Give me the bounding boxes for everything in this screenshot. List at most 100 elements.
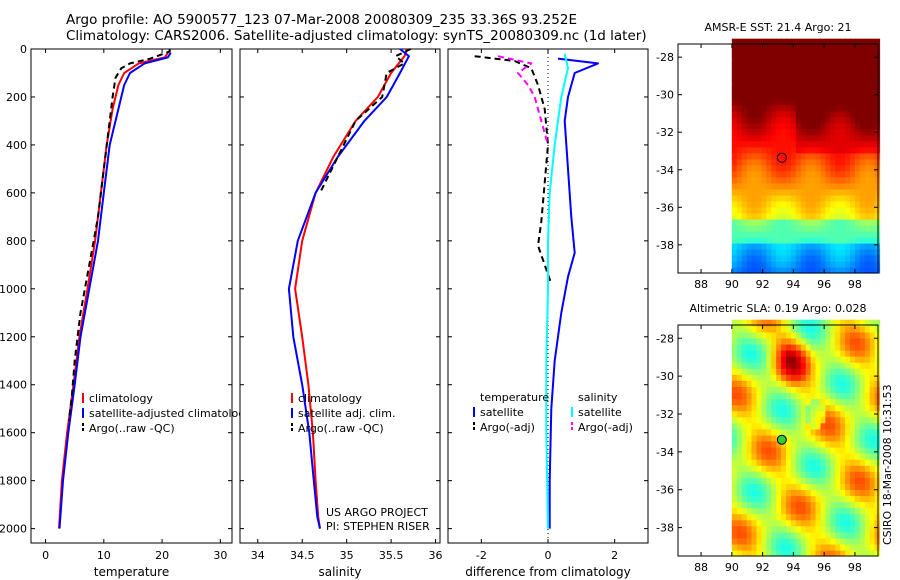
heatmap-cell — [786, 459, 792, 466]
heatmap-cell — [741, 218, 748, 226]
heatmap-cell — [859, 261, 866, 268]
heatmap-cell — [830, 428, 836, 436]
heatmap-cell — [805, 249, 812, 256]
heatmap-cell — [751, 194, 757, 202]
heatmap-cell — [874, 483, 881, 490]
heatmap-cell — [756, 543, 762, 551]
heatmap-cell — [781, 380, 787, 387]
heatmap-cell — [751, 428, 757, 436]
heatmap-cell — [854, 86, 861, 94]
heatmap-cell — [776, 170, 782, 178]
heatmap-cell — [845, 446, 851, 454]
heatmap-cell — [766, 212, 772, 220]
heatmap-cell — [805, 237, 812, 244]
x-tick-label: 90 — [725, 278, 739, 291]
heatmap-cell — [825, 170, 831, 178]
heatmap-cell — [864, 188, 871, 196]
heatmap-cell — [800, 50, 807, 58]
heatmap-cell — [771, 212, 777, 220]
heatmap-cell — [854, 176, 861, 184]
heatmap-cell — [874, 74, 881, 82]
heatmap-cell — [850, 194, 856, 202]
heatmap-cell — [864, 74, 871, 82]
heatmap-cell — [864, 386, 871, 393]
heatmap-cell — [845, 116, 851, 124]
heatmap-cell — [850, 374, 856, 381]
figure-title-line2: Climatology: CARS2006. Satellite-adjuste… — [66, 28, 647, 44]
heatmap-cell — [786, 489, 792, 497]
heatmap-cell — [874, 122, 881, 130]
heatmap-cell — [840, 495, 846, 503]
heatmap-cell — [845, 92, 851, 100]
heatmap-cell — [751, 325, 757, 333]
heatmap-cell — [830, 243, 836, 250]
heatmap-cell — [859, 356, 866, 363]
heatmap-cell — [766, 374, 772, 381]
heatmap-cell — [825, 200, 831, 208]
heatmap-cell — [869, 249, 876, 256]
heatmap-cell — [731, 489, 738, 497]
heatmap-cell — [805, 170, 812, 178]
heatmap-cell — [790, 249, 797, 256]
heatmap-cell — [746, 434, 753, 442]
heatmap-cell — [854, 368, 861, 375]
heatmap-cell — [756, 507, 762, 515]
heatmap-cell — [790, 231, 797, 238]
heatmap-cell — [795, 98, 802, 106]
heatmap-cell — [776, 501, 782, 509]
heatmap-cell — [845, 62, 851, 70]
heatmap-cell — [771, 374, 777, 381]
heatmap-cell — [786, 392, 792, 400]
heatmap-cell — [815, 525, 821, 533]
heatmap-cell — [805, 380, 812, 387]
heatmap-cell — [771, 152, 777, 160]
heatmap-cell — [815, 122, 821, 130]
heatmap-cell — [830, 507, 836, 515]
heatmap-cell — [815, 350, 821, 357]
heatmap-cell — [761, 531, 767, 539]
heatmap-cell — [800, 56, 807, 64]
x-tick-label: 92 — [756, 278, 770, 291]
heatmap-cell — [756, 446, 762, 454]
legend-title: temperature — [480, 391, 549, 404]
heatmap-cell — [756, 62, 762, 70]
heatmap-cell — [869, 134, 876, 142]
heatmap-cell — [845, 237, 851, 244]
heatmap-cell — [825, 134, 831, 142]
heatmap-cell — [766, 80, 772, 88]
heatmap-cell — [850, 331, 856, 339]
heatmap-cell — [741, 261, 748, 268]
heatmap-cell — [795, 267, 802, 274]
heatmap-cell — [741, 343, 748, 351]
legend-title: salinity — [578, 391, 618, 404]
heatmap-cell — [864, 362, 871, 369]
heatmap-cell — [820, 50, 826, 58]
heatmap-cell — [771, 140, 777, 148]
heatmap-cell — [781, 182, 787, 190]
heatmap-cell — [751, 446, 757, 454]
heatmap-cell — [859, 224, 866, 232]
heatmap-cell — [766, 380, 772, 387]
heatmap-cell — [854, 440, 861, 448]
heatmap-cell — [850, 44, 856, 52]
heatmap-cell — [845, 68, 851, 76]
heatmap-cell — [810, 374, 817, 381]
heatmap-cell — [741, 513, 748, 521]
heatmap-cell — [874, 224, 881, 232]
figure-title-line1: Argo profile: AO 5900577_123 07-Mar-2008… — [66, 12, 577, 28]
heatmap-cell — [800, 152, 807, 160]
heatmap-cell — [850, 206, 856, 214]
heatmap-cell — [830, 471, 836, 478]
heatmap-cell — [830, 549, 836, 557]
heatmap-cell — [746, 86, 753, 94]
heatmap-cell — [795, 38, 802, 46]
y-tick-label: -28 — [656, 332, 674, 345]
heatmap-cell — [761, 176, 767, 184]
heatmap-cell — [756, 110, 762, 118]
heatmap-cell — [766, 140, 772, 148]
heatmap-cell — [790, 416, 797, 424]
heatmap-cell — [845, 104, 851, 112]
heatmap-cell — [751, 319, 757, 327]
heatmap-cell — [786, 416, 792, 424]
